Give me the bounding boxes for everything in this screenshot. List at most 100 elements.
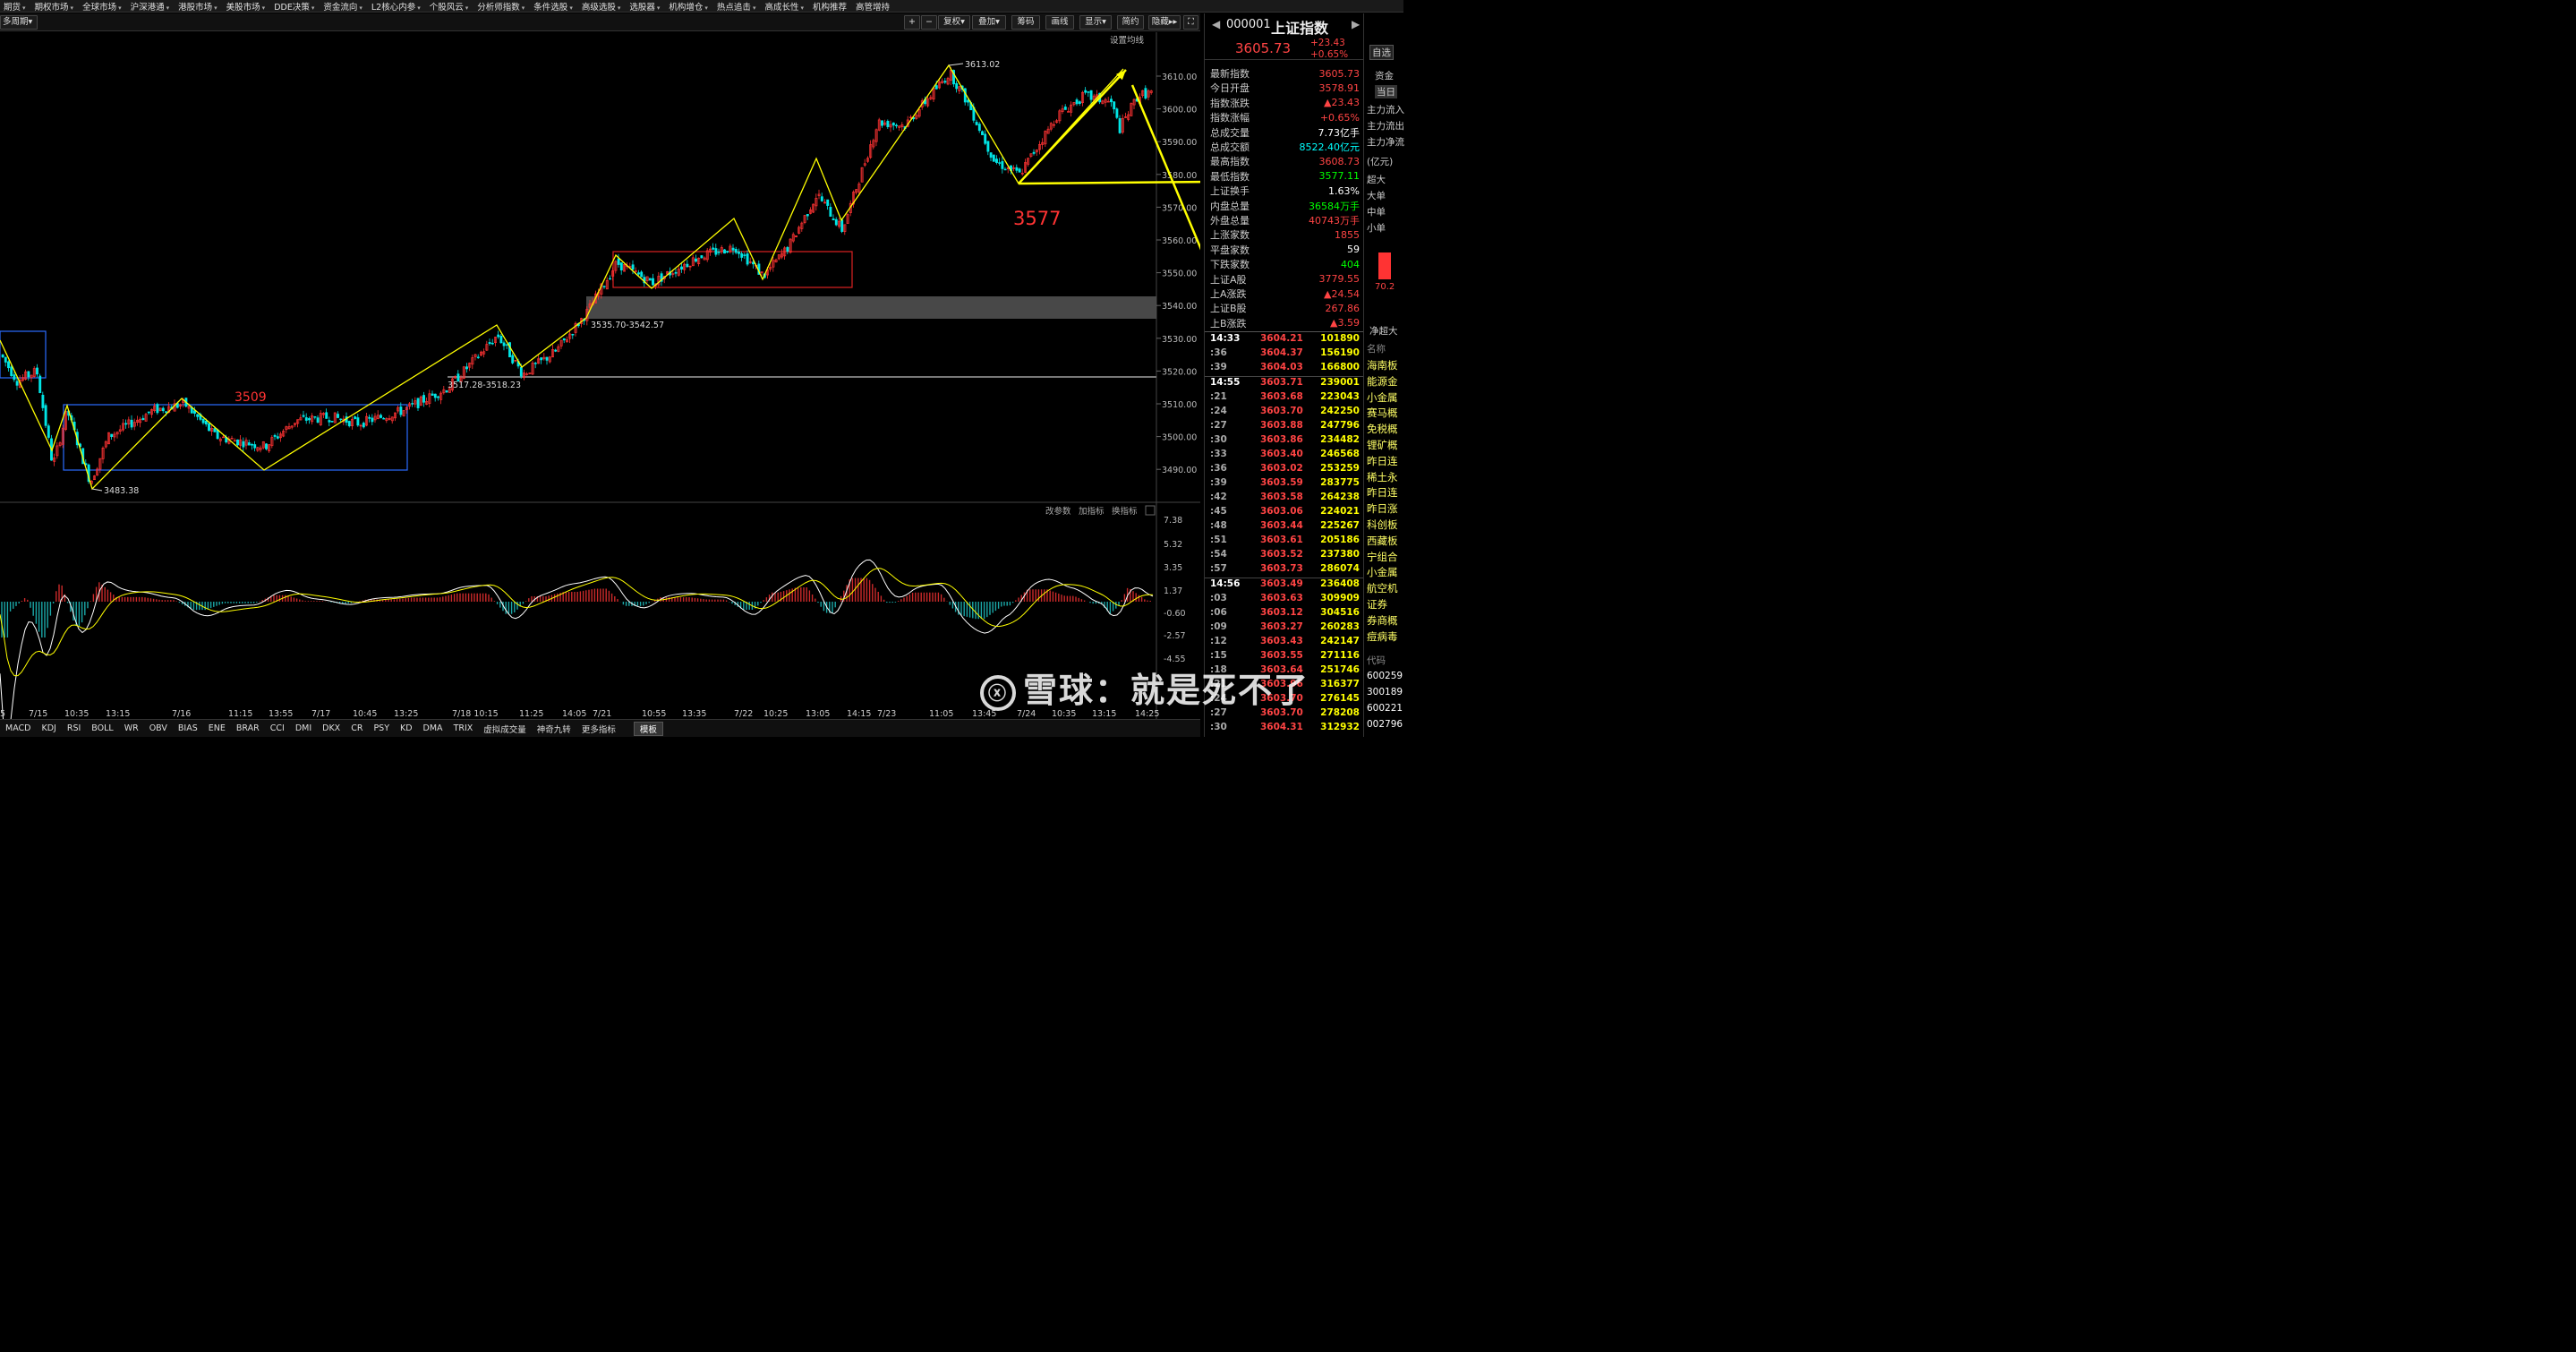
kline-chart[interactable]: 设置均线 3610.00 3600.00 3590.00 3580.00 3570.00 3…	[0, 32, 1200, 719]
candle-body	[886, 120, 890, 127]
sector-item[interactable]: 小金属	[1367, 566, 1398, 579]
candle-body	[1041, 141, 1045, 145]
indicator-tab[interactable]: PSY	[373, 723, 389, 733]
candle-body	[666, 271, 669, 275]
indicator-tab[interactable]: BIAS	[177, 723, 198, 733]
topnav-item[interactable]: 全球市场	[79, 0, 127, 13]
code-item[interactable]: 300189	[1367, 687, 1403, 697]
indicator-tab[interactable]: OBV	[149, 723, 167, 733]
candle-body	[259, 447, 262, 450]
sector-item[interactable]: 稀土永	[1367, 470, 1398, 483]
code-item[interactable]: 600259	[1367, 671, 1403, 681]
indicator-tab[interactable]: KD	[400, 723, 413, 733]
indicator-tab[interactable]: CR	[351, 723, 363, 733]
overlay-dropdown[interactable]: 叠加▾	[972, 15, 1006, 30]
topnav-item[interactable]: L2核心内参	[368, 0, 426, 13]
indicator-tab[interactable]: BRAR	[235, 723, 260, 733]
hide-button[interactable]: 隐藏▸▸	[1148, 15, 1181, 30]
indicator-tab[interactable]: 模板	[633, 721, 663, 736]
candle-body	[860, 167, 864, 183]
period-dropdown[interactable]: 多周期▾	[0, 15, 38, 30]
topnav-item[interactable]: 热点追击	[713, 0, 762, 13]
indicator-tab[interactable]: KDJ	[41, 723, 56, 733]
candle-body	[359, 424, 363, 427]
indicator-tab[interactable]: 神奇九转	[536, 724, 571, 735]
sector-item[interactable]: 免税概	[1367, 423, 1398, 436]
topnav-item[interactable]: 期货	[0, 0, 31, 13]
indicator-tab[interactable]: WR	[124, 723, 139, 733]
tick-price: 3603.71	[1260, 377, 1303, 388]
sector-item[interactable]: 券商概	[1367, 613, 1398, 627]
indicator-tab[interactable]: DKX	[322, 723, 341, 733]
sector-item[interactable]: 昨日涨	[1367, 502, 1398, 516]
topnav-item[interactable]: 条件选股	[530, 0, 578, 13]
prev-stock-icon[interactable]: ◀	[1212, 18, 1221, 30]
topnav-item[interactable]: 资金流向	[320, 0, 368, 13]
indicator-tab[interactable]: ENE	[208, 723, 226, 733]
candle-body	[13, 374, 16, 381]
indicator-tab[interactable]: 虚拟成交量	[483, 724, 526, 735]
indicator-tab[interactable]: CCI	[269, 723, 285, 733]
sector-item[interactable]: 痘病毒	[1367, 629, 1398, 643]
info-row: 上涨家数 1855	[1210, 227, 1360, 242]
topnav-item[interactable]: 分析师指数	[473, 0, 530, 13]
candle-body	[712, 247, 715, 250]
sector-item[interactable]: 能源金	[1367, 374, 1398, 388]
code-item[interactable]: 002796	[1367, 719, 1403, 730]
topnav-item[interactable]: 选股器	[626, 0, 665, 13]
sector-item[interactable]: 海南板	[1367, 359, 1398, 372]
tick-price: 3603.27	[1260, 621, 1303, 632]
sector-item[interactable]: 昨日连	[1367, 454, 1398, 467]
display-dropdown[interactable]: 显示▾	[1079, 15, 1112, 30]
indicator-tab[interactable]: DMI	[294, 723, 312, 733]
sector-item[interactable]: 西藏板	[1367, 534, 1398, 547]
fuquan-dropdown[interactable]: 复权▾	[938, 15, 970, 30]
topnav-item[interactable]: DDE决策	[270, 0, 320, 13]
fullscreen-icon[interactable]: ⛶	[1183, 15, 1198, 30]
topnav-item[interactable]: 机构推荐	[812, 2, 847, 13]
zijin-tab[interactable]: 资金	[1375, 71, 1394, 81]
indicator-tab[interactable]: RSI	[66, 723, 81, 733]
sector-item[interactable]: 证券	[1367, 598, 1387, 611]
indicator-tab[interactable]: BOLL	[91, 723, 114, 733]
topnav-item[interactable]: 个股风云	[426, 0, 474, 13]
code-item[interactable]: 600221	[1367, 703, 1403, 714]
macd-close-icon[interactable]	[1145, 505, 1156, 516]
chips-button[interactable]: 筹码	[1011, 15, 1040, 30]
topnav-item[interactable]: 美股市场	[223, 0, 271, 13]
candle-body	[803, 215, 806, 223]
sector-item[interactable]: 锂矿概	[1367, 439, 1398, 451]
next-stock-icon[interactable]: ▶	[1352, 18, 1361, 30]
zixuan-button[interactable]: 自选	[1369, 45, 1394, 60]
topnav-item[interactable]: 高管增持	[856, 2, 891, 13]
simple-button[interactable]: 简约	[1117, 15, 1144, 30]
indicator-tab[interactable]: 更多指标	[581, 724, 616, 735]
candle-body	[967, 99, 969, 103]
info-row: 上A涨跌 ▲24.54	[1210, 287, 1360, 301]
zoom-in-button[interactable]: +	[904, 15, 920, 30]
topnav-item[interactable]: 沪深港通	[127, 0, 175, 13]
sector-item[interactable]: 航空机	[1367, 582, 1398, 595]
candle-body	[989, 152, 993, 158]
topnav-item[interactable]: 机构增仓	[665, 0, 713, 13]
dangri-tab[interactable]: 当日	[1375, 85, 1397, 98]
sector-item[interactable]: 小金属	[1367, 390, 1398, 404]
info-label: 总成交额	[1210, 141, 1250, 153]
topnav-item[interactable]: 高成长性	[761, 0, 809, 13]
tick-price: 3603.73	[1260, 563, 1303, 574]
tick-price: 3603.59	[1260, 477, 1303, 488]
topnav-item[interactable]: 港股市场	[175, 0, 223, 13]
candle-body	[1027, 158, 1030, 165]
indicator-tab[interactable]: DMA	[422, 723, 443, 733]
sector-item[interactable]: 赛马概	[1367, 406, 1398, 420]
indicator-tab[interactable]: TRIX	[453, 723, 473, 733]
draw-line-button[interactable]: 画线	[1045, 15, 1074, 30]
zoom-out-button[interactable]: −	[921, 15, 937, 30]
topnav-item[interactable]: 高级选股	[578, 0, 627, 13]
sector-item[interactable]: 昨日连	[1367, 486, 1398, 500]
sector-item[interactable]: 宁组合	[1367, 550, 1398, 563]
tick-row: :36 3604.37 156190	[1210, 347, 1360, 362]
topnav-item[interactable]: 期权市场	[31, 0, 80, 13]
indicator-tab[interactable]: MACD	[5, 723, 31, 733]
sector-item[interactable]: 科创板	[1367, 518, 1398, 531]
